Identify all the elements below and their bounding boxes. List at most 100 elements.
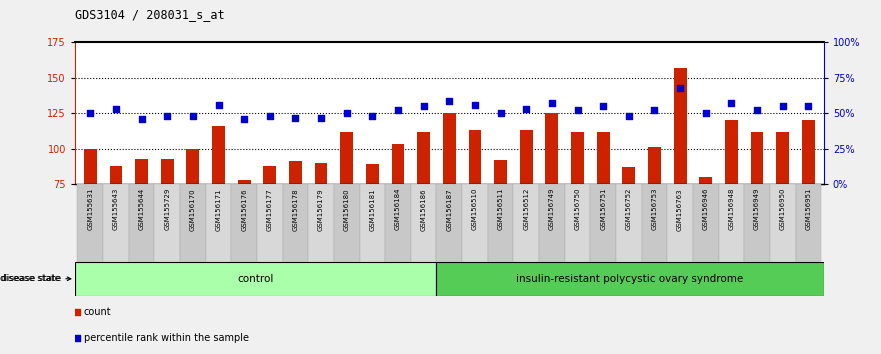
Point [802,103,816,109]
Bar [418,132,430,184]
Text: GSM156946: GSM156946 [703,188,709,230]
Bar [719,184,744,262]
Bar [436,262,824,296]
Text: GSM156177: GSM156177 [267,188,273,230]
Text: GSM156187: GSM156187 [447,188,452,230]
Bar [616,184,641,262]
Bar [75,262,436,296]
Bar [129,184,154,262]
Text: GSM156950: GSM156950 [780,188,786,230]
Bar [463,184,488,262]
Text: GSM156749: GSM156749 [549,188,555,230]
Text: GSM156750: GSM156750 [574,188,581,230]
Bar [135,159,148,184]
Text: GSM155644: GSM155644 [138,188,144,230]
Text: GSM156181: GSM156181 [369,188,375,230]
Bar [443,113,455,184]
Bar [263,166,277,184]
Text: GSM156171: GSM156171 [216,188,221,230]
Point [596,103,611,109]
Bar [385,184,411,262]
Bar [744,184,770,262]
Text: GSM156512: GSM156512 [523,188,529,230]
Bar [693,184,719,262]
Text: GSM156179: GSM156179 [318,188,324,230]
Point [314,115,328,120]
Bar [770,184,796,262]
Bar [514,184,539,262]
Point [366,113,380,119]
Point [186,113,200,119]
Bar [725,120,737,184]
Point [263,113,277,119]
Bar [494,160,507,184]
Bar [488,184,514,262]
Bar [622,167,635,184]
Point [160,113,174,119]
Point [211,102,226,108]
Text: GSM156176: GSM156176 [241,188,248,230]
Bar [212,126,225,184]
Point [288,115,302,120]
Text: disease state: disease state [1,274,61,283]
Point [442,98,456,103]
Bar [436,184,463,262]
Point [571,108,585,113]
Point [519,106,533,112]
Text: GDS3104 / 208031_s_at: GDS3104 / 208031_s_at [75,8,225,21]
Bar [187,149,199,184]
Bar [109,166,122,184]
Text: GSM156752: GSM156752 [626,188,632,230]
Point [340,110,354,116]
Text: GSM156186: GSM156186 [420,188,426,230]
Text: count: count [84,307,111,317]
Text: control: control [238,274,274,284]
Bar [751,132,764,184]
Text: GSM156753: GSM156753 [651,188,657,230]
Bar [641,184,667,262]
Point [493,110,507,116]
Bar [545,113,559,184]
Text: GSM156510: GSM156510 [472,188,478,230]
Bar [674,68,686,184]
Bar [283,184,308,262]
Bar [571,132,584,184]
Text: GSM156170: GSM156170 [189,188,196,230]
Point [417,103,431,109]
Bar [520,130,533,184]
Point [260,205,274,211]
Bar [154,184,180,262]
Point [724,101,738,106]
Bar [366,164,379,184]
Point [468,102,482,108]
Text: GSM155729: GSM155729 [164,188,170,230]
Bar [648,147,661,184]
Bar [667,184,693,262]
Text: disease state: disease state [0,274,70,283]
Point [622,113,636,119]
Bar [180,184,205,262]
Text: GSM156763: GSM156763 [677,188,683,230]
Bar [238,180,250,184]
Bar [469,130,481,184]
Bar [161,159,174,184]
Point [648,108,662,113]
Text: GSM156184: GSM156184 [395,188,401,230]
Point [544,101,559,106]
Point [750,108,764,113]
Bar [257,184,283,262]
Text: percentile rank within the sample: percentile rank within the sample [84,333,248,343]
Bar [539,184,565,262]
Point [673,85,687,91]
Bar [411,184,436,262]
Text: insulin-resistant polycystic ovary syndrome: insulin-resistant polycystic ovary syndr… [516,274,744,284]
Bar [78,184,103,262]
Point [391,108,405,113]
Bar [340,132,353,184]
Bar [776,132,789,184]
Text: GSM156948: GSM156948 [729,188,735,230]
Text: GSM156180: GSM156180 [344,188,350,230]
Point [699,110,713,116]
Bar [802,120,815,184]
Point [135,116,149,122]
